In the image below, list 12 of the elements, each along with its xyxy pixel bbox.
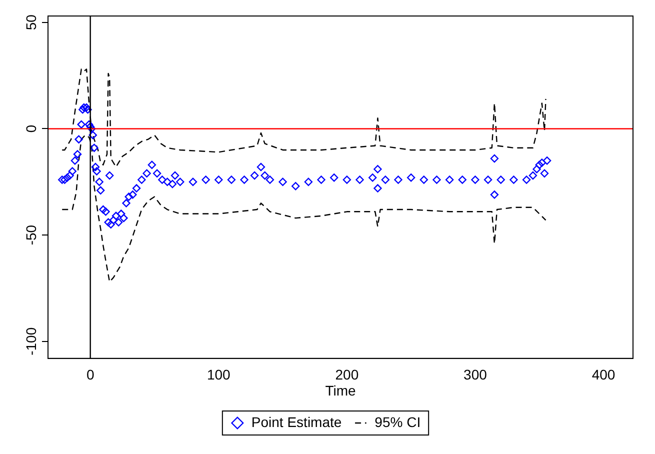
x-tick-label: 200 bbox=[335, 366, 359, 383]
y-tick-label: -100 bbox=[22, 327, 39, 356]
legend-label: 95% CI bbox=[374, 414, 421, 430]
x-tick-label: 100 bbox=[206, 366, 231, 383]
legend-label: Point Estimate bbox=[251, 414, 342, 430]
x-tick-label: 0 bbox=[86, 366, 94, 383]
x-axis-title: Time bbox=[325, 382, 356, 398]
x-tick-label: 400 bbox=[592, 366, 616, 383]
x-tick-label: 300 bbox=[464, 366, 488, 383]
y-tick-label: -50 bbox=[22, 224, 39, 246]
y-tick-label: 50 bbox=[22, 14, 39, 30]
y-tick-label: 0 bbox=[22, 124, 39, 133]
